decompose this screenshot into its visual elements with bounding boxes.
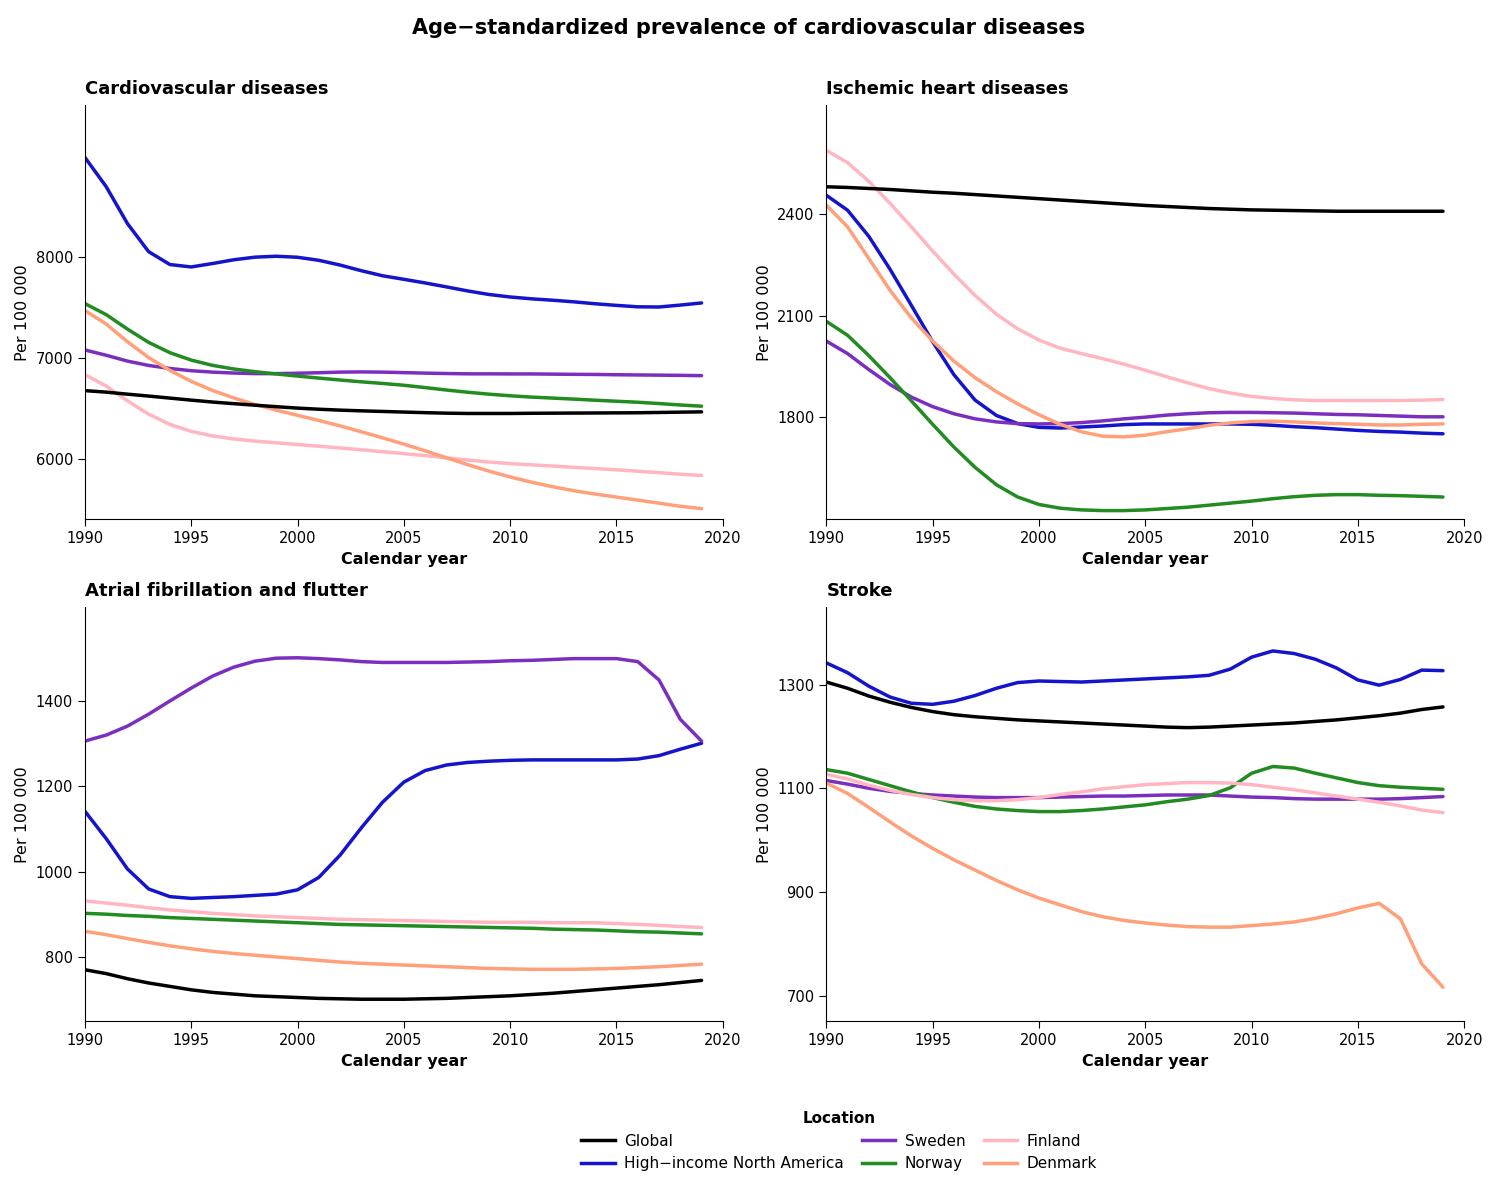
X-axis label: Calendar year: Calendar year — [340, 1054, 467, 1068]
Legend: Global, High−income North America, Sweden, Norway, Finland, Denmark: Global, High−income North America, Swede… — [575, 1105, 1103, 1178]
Text: Stroke: Stroke — [827, 581, 893, 600]
Y-axis label: Per 100 000: Per 100 000 — [756, 766, 771, 862]
Text: Cardiovascular diseases: Cardiovascular diseases — [85, 80, 328, 98]
Y-axis label: Per 100 000: Per 100 000 — [15, 263, 30, 361]
Text: Ischemic heart diseases: Ischemic heart diseases — [827, 80, 1070, 98]
Y-axis label: Per 100 000: Per 100 000 — [15, 766, 30, 862]
Text: Atrial fibrillation and flutter: Atrial fibrillation and flutter — [85, 581, 367, 600]
X-axis label: Calendar year: Calendar year — [1082, 551, 1209, 567]
Y-axis label: Per 100 000: Per 100 000 — [756, 263, 771, 361]
X-axis label: Calendar year: Calendar year — [340, 551, 467, 567]
X-axis label: Calendar year: Calendar year — [1082, 1054, 1209, 1068]
Text: Age−standardized prevalence of cardiovascular diseases: Age−standardized prevalence of cardiovas… — [412, 18, 1086, 38]
